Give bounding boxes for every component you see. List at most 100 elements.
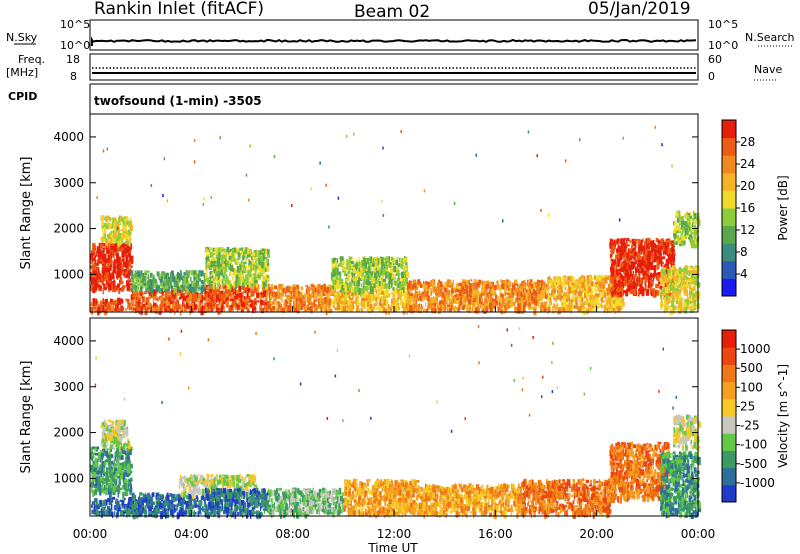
power-panel-echo-band [90, 242, 134, 295]
power-panel-echo-band [672, 210, 701, 249]
nsearch-tick-bottom: 10^0 [708, 39, 738, 52]
power-panel-echo-band [330, 256, 410, 295]
colorbar-segment [722, 120, 736, 139]
colorbar-segment [722, 364, 736, 383]
velocity-panel-echo-band [131, 492, 206, 520]
y-tick-label: 4000 [53, 130, 84, 144]
colorbar-segment [722, 381, 736, 400]
colorbar-segment [722, 225, 736, 244]
nsearch-label: N.Search [745, 31, 795, 44]
colorbar-tick-label: -1000 [740, 476, 775, 490]
colorbar-frame [721, 329, 737, 503]
colorbar-segment [722, 278, 736, 297]
time-axis-title: Time UT [367, 541, 418, 554]
colorbar-tick-label: -100 [740, 438, 767, 452]
colorbar-segment [722, 137, 736, 156]
velocity-panel-colorbar-label: Velocity [m s^-1] [776, 364, 790, 468]
power-panel-y-axis-title: Slant Range [km] [19, 157, 34, 270]
velocity-panel-echo-band [520, 478, 612, 520]
x-tick-label: 20:00 [579, 527, 614, 541]
power-panel-colorbar-label: Power [dB] [776, 175, 790, 240]
colorbar-tick-label: 20 [740, 179, 755, 193]
colorbar-tick-label: 1000 [740, 342, 771, 356]
colorbar-tick-label: 25 [740, 399, 755, 413]
colorbar-tick-label: 8 [740, 245, 748, 259]
colorbar-tick-label: -25 [740, 419, 760, 433]
velocity-panel-echo-band [267, 487, 347, 519]
colorbar-tick-label: 12 [740, 223, 755, 237]
freq-panel-frame [89, 53, 699, 81]
nave-tick-bottom: 0 [708, 70, 715, 83]
power-panel: 1000 2000 3000 4000 Slant Range [km] 4 8 12 16 20… [19, 113, 790, 316]
colorbar-segment [722, 484, 736, 503]
x-tick-label: 00:00 [681, 527, 716, 541]
power-panel-echo-band [406, 279, 549, 316]
y-tick-label: 3000 [53, 380, 84, 394]
velocity-panel-echo-band [100, 419, 132, 452]
x-tick-label: 04:00 [174, 527, 209, 541]
power-panel-echo-band [660, 265, 701, 315]
y-tick-label: 3000 [53, 176, 84, 190]
station-title: Rankin Inlet (fitACF) [94, 0, 264, 19]
velocity-panel-y-axis-title: Slant Range [km] [19, 361, 34, 474]
colorbar-segment [722, 190, 736, 209]
x-tick-label: 16:00 [478, 527, 513, 541]
power-panel-sparse-echoes [96, 125, 673, 230]
colorbar-segment [722, 260, 736, 279]
cpid-label: CPID [8, 90, 37, 103]
freq-label: Freq. [18, 53, 45, 66]
freq-unit: [MHz] [6, 66, 38, 79]
colorbar-segment [722, 433, 736, 451]
colorbar-segment [722, 172, 736, 191]
cpid-text: twofsound (1-min) -3505 [94, 94, 262, 108]
nsky-tick-top: 10^5 [60, 18, 90, 31]
power-panel-echo-band [268, 283, 333, 316]
power-panel-echo-band [130, 269, 207, 295]
colorbar-segment [722, 208, 736, 227]
velocity-panel-echo-band [419, 483, 524, 520]
y-tick-label: 1000 [53, 471, 84, 485]
freq-tick-bottom: 8 [70, 70, 77, 83]
x-tick-label: 00:00 [73, 527, 108, 541]
colorbar-segment [722, 467, 736, 486]
nave-label: Nave [754, 63, 782, 76]
power-panel-colorbar: 4 8 12 16 20 24 28 Power [dB] [721, 119, 790, 297]
nsky-label: N.Sky [6, 31, 38, 44]
colorbar-tick-label: 4 [740, 267, 748, 281]
x-tick-label: 12:00 [377, 527, 412, 541]
nave-tick-top: 60 [708, 53, 722, 66]
y-tick-label: 1000 [53, 267, 84, 281]
colorbar-tick-label: 28 [740, 135, 755, 149]
power-panel-echo-band [331, 288, 408, 315]
power-panel-echo-band [100, 215, 134, 248]
nsky-trace [91, 36, 697, 46]
colorbar-segment [722, 330, 736, 348]
date-label: 05/Jan/2019 [588, 0, 691, 19]
colorbar-segment [722, 450, 736, 469]
y-tick-label: 4000 [53, 334, 84, 348]
colorbar-tick-label: -500 [740, 457, 767, 471]
nsearch-tick-top: 10^5 [708, 18, 738, 31]
y-tick-label: 2000 [53, 222, 84, 236]
colorbar-segment [722, 347, 736, 365]
y-tick-label: 2000 [53, 426, 84, 440]
nsky-tick-bottom: 10^0 [60, 39, 90, 52]
colorbar-tick-label: 16 [740, 201, 755, 215]
colorbar-tick-label: 100 [740, 380, 763, 394]
colorbar-segment [722, 155, 736, 174]
velocity-panel-echo-band [90, 446, 133, 499]
colorbar-tick-label: 500 [740, 361, 763, 375]
velocity-panel-echo-band [343, 478, 423, 519]
velocity-panel: 1000 2000 3000 4000 00:00 04:00 08:00 12:00 16:0… [19, 317, 790, 541]
beam-label: Beam 02 [354, 2, 430, 22]
nsky-panel-frame [89, 19, 699, 51]
colorbar-segment [722, 398, 736, 417]
colorbar-segment [722, 416, 736, 434]
velocity-panel-sparse-echoes [94, 324, 677, 433]
freq-tick-top: 18 [66, 53, 80, 66]
colorbar-tick-label: 24 [740, 157, 755, 171]
x-tick-label: 08:00 [275, 527, 310, 541]
power-panel-echo-band [204, 247, 270, 291]
